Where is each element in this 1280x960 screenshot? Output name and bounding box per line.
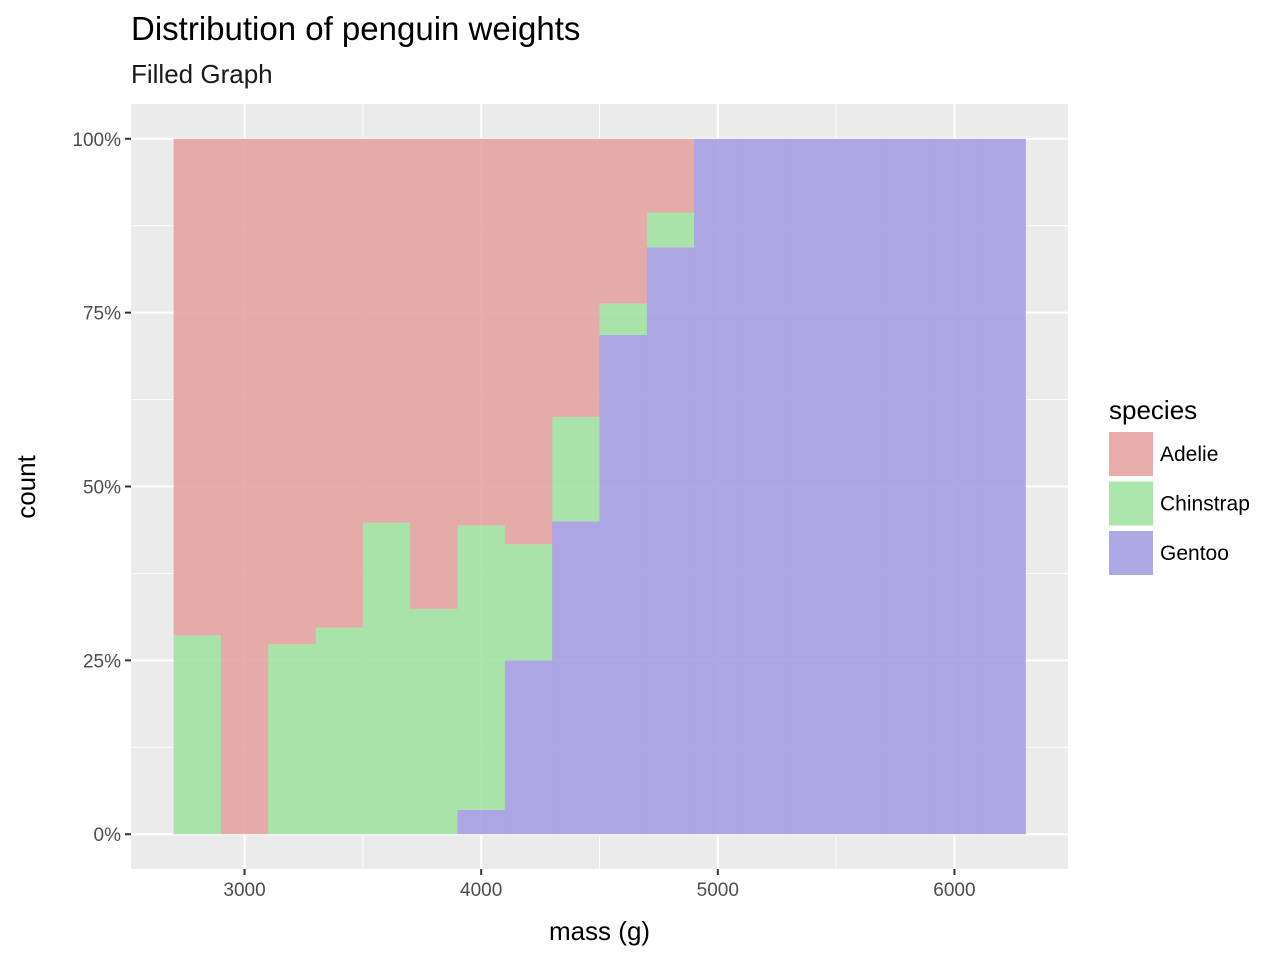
bar-gentoo xyxy=(978,138,1026,835)
chart-title: Distribution of penguin weights xyxy=(131,10,580,47)
y-axis-title: count xyxy=(11,454,41,518)
bar-chinstrap xyxy=(552,416,600,522)
legend-keys: Adelie Chinstrap Gentoo xyxy=(1109,432,1250,575)
bar-chinstrap xyxy=(599,303,648,335)
bar-chinstrap xyxy=(457,525,506,810)
bar-adelie xyxy=(552,138,600,417)
legend-label-chinstrap: Chinstrap xyxy=(1160,493,1250,516)
y-tick-label: 50% xyxy=(83,478,121,499)
legend: species Adelie Chinstrap Gentoo xyxy=(1109,395,1250,575)
bar-chinstrap xyxy=(315,627,364,835)
bar-gentoo xyxy=(788,138,837,835)
x-tick-label: 6000 xyxy=(933,880,975,901)
bar-gentoo xyxy=(599,334,648,835)
bar-adelie xyxy=(646,138,695,213)
bar-chinstrap xyxy=(268,644,316,835)
legend-key-adelie xyxy=(1109,432,1153,476)
legend-key-chinstrap xyxy=(1109,481,1153,526)
x-tick-label: 3000 xyxy=(223,880,265,901)
y-tick-label: 75% xyxy=(83,304,121,325)
bar-adelie xyxy=(315,138,364,628)
bar-chinstrap xyxy=(504,544,553,661)
y-tick-label: 100% xyxy=(72,130,121,151)
bars xyxy=(173,138,1026,835)
legend-label-gentoo: Gentoo xyxy=(1160,542,1229,565)
chart-subtitle: Filled Graph xyxy=(131,59,273,89)
bar-gentoo xyxy=(552,521,600,835)
bar-gentoo xyxy=(836,138,884,835)
y-tick-label: 0% xyxy=(94,825,122,846)
bar-adelie xyxy=(410,138,458,609)
bar-adelie xyxy=(362,138,411,523)
bar-chinstrap xyxy=(410,608,458,835)
bar-gentoo xyxy=(741,138,790,835)
legend-key-gentoo xyxy=(1109,531,1153,575)
bar-adelie xyxy=(268,138,316,645)
bar-adelie xyxy=(504,138,553,545)
y-axis: 0% 25% 50% 75% 100% xyxy=(72,130,131,846)
bar-gentoo xyxy=(883,138,932,835)
legend-title: species xyxy=(1109,395,1197,425)
bar-chinstrap xyxy=(646,212,695,248)
bar-gentoo xyxy=(646,247,695,835)
bar-chinstrap xyxy=(362,522,411,835)
x-axis-title: mass (g) xyxy=(549,916,650,946)
bar-adelie xyxy=(173,138,222,636)
x-axis: 3000 4000 5000 6000 xyxy=(223,869,976,901)
bar-chinstrap xyxy=(173,635,222,835)
y-tick-label: 25% xyxy=(83,651,121,672)
bar-gentoo xyxy=(457,809,506,835)
bar-gentoo xyxy=(694,138,742,835)
bar-adelie xyxy=(599,138,648,304)
x-tick-label: 4000 xyxy=(460,880,502,901)
bar-gentoo xyxy=(504,660,553,835)
bar-adelie xyxy=(457,138,506,526)
bar-gentoo xyxy=(930,138,979,835)
bar-adelie xyxy=(220,138,269,835)
legend-label-adelie: Adelie xyxy=(1160,443,1218,466)
x-tick-label: 5000 xyxy=(697,880,739,901)
